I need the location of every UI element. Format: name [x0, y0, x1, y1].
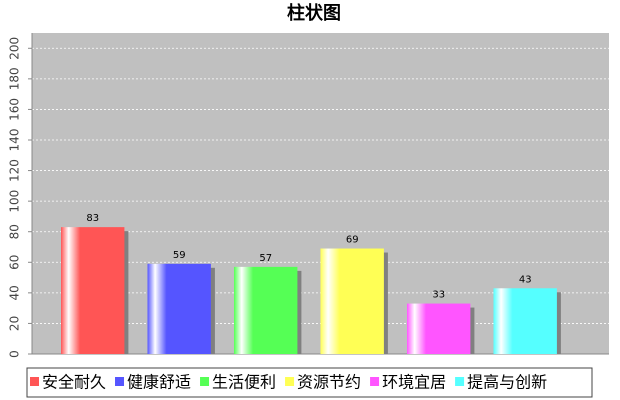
- y-tick-label: 80: [8, 224, 22, 239]
- value-label: 43: [519, 274, 532, 285]
- chart-title: 柱状图: [287, 2, 341, 24]
- legend-label: 资源节约: [297, 373, 361, 392]
- bar: [320, 248, 384, 354]
- value-label: 57: [259, 253, 272, 264]
- legend-swatch: [285, 377, 295, 386]
- value-label: 59: [173, 250, 186, 261]
- legend-label: 生活便利: [212, 373, 276, 392]
- value-label: 33: [432, 290, 445, 301]
- y-tick-label: 200: [8, 37, 22, 60]
- value-label: 83: [86, 213, 99, 224]
- legend-label: 健康舒适: [127, 373, 191, 392]
- legend-swatch: [115, 377, 125, 386]
- bar: [147, 263, 211, 354]
- y-tick-label: 180: [8, 67, 22, 90]
- y-tick-label: 120: [8, 159, 22, 182]
- legend-swatch: [370, 377, 380, 386]
- legend-swatch: [455, 377, 465, 386]
- bar: [234, 266, 298, 354]
- y-tick-label: 20: [8, 316, 22, 331]
- bar: [407, 303, 471, 354]
- legend-label: 提高与创新: [467, 373, 547, 392]
- legend-swatch: [30, 377, 39, 386]
- legend-label: 环境宜居: [382, 373, 446, 392]
- legend-swatch: [200, 377, 210, 386]
- bar: [61, 227, 125, 354]
- y-tick-label: 60: [8, 255, 22, 270]
- legend-label: 安全耐久: [42, 373, 106, 392]
- bar: [493, 288, 557, 354]
- y-tick-label: 100: [8, 190, 22, 213]
- y-tick-label: 0: [8, 350, 22, 358]
- y-tick-label: 140: [8, 129, 22, 152]
- y-tick-label: 160: [8, 98, 22, 121]
- y-tick-label: 40: [8, 285, 22, 300]
- value-label: 69: [346, 235, 359, 246]
